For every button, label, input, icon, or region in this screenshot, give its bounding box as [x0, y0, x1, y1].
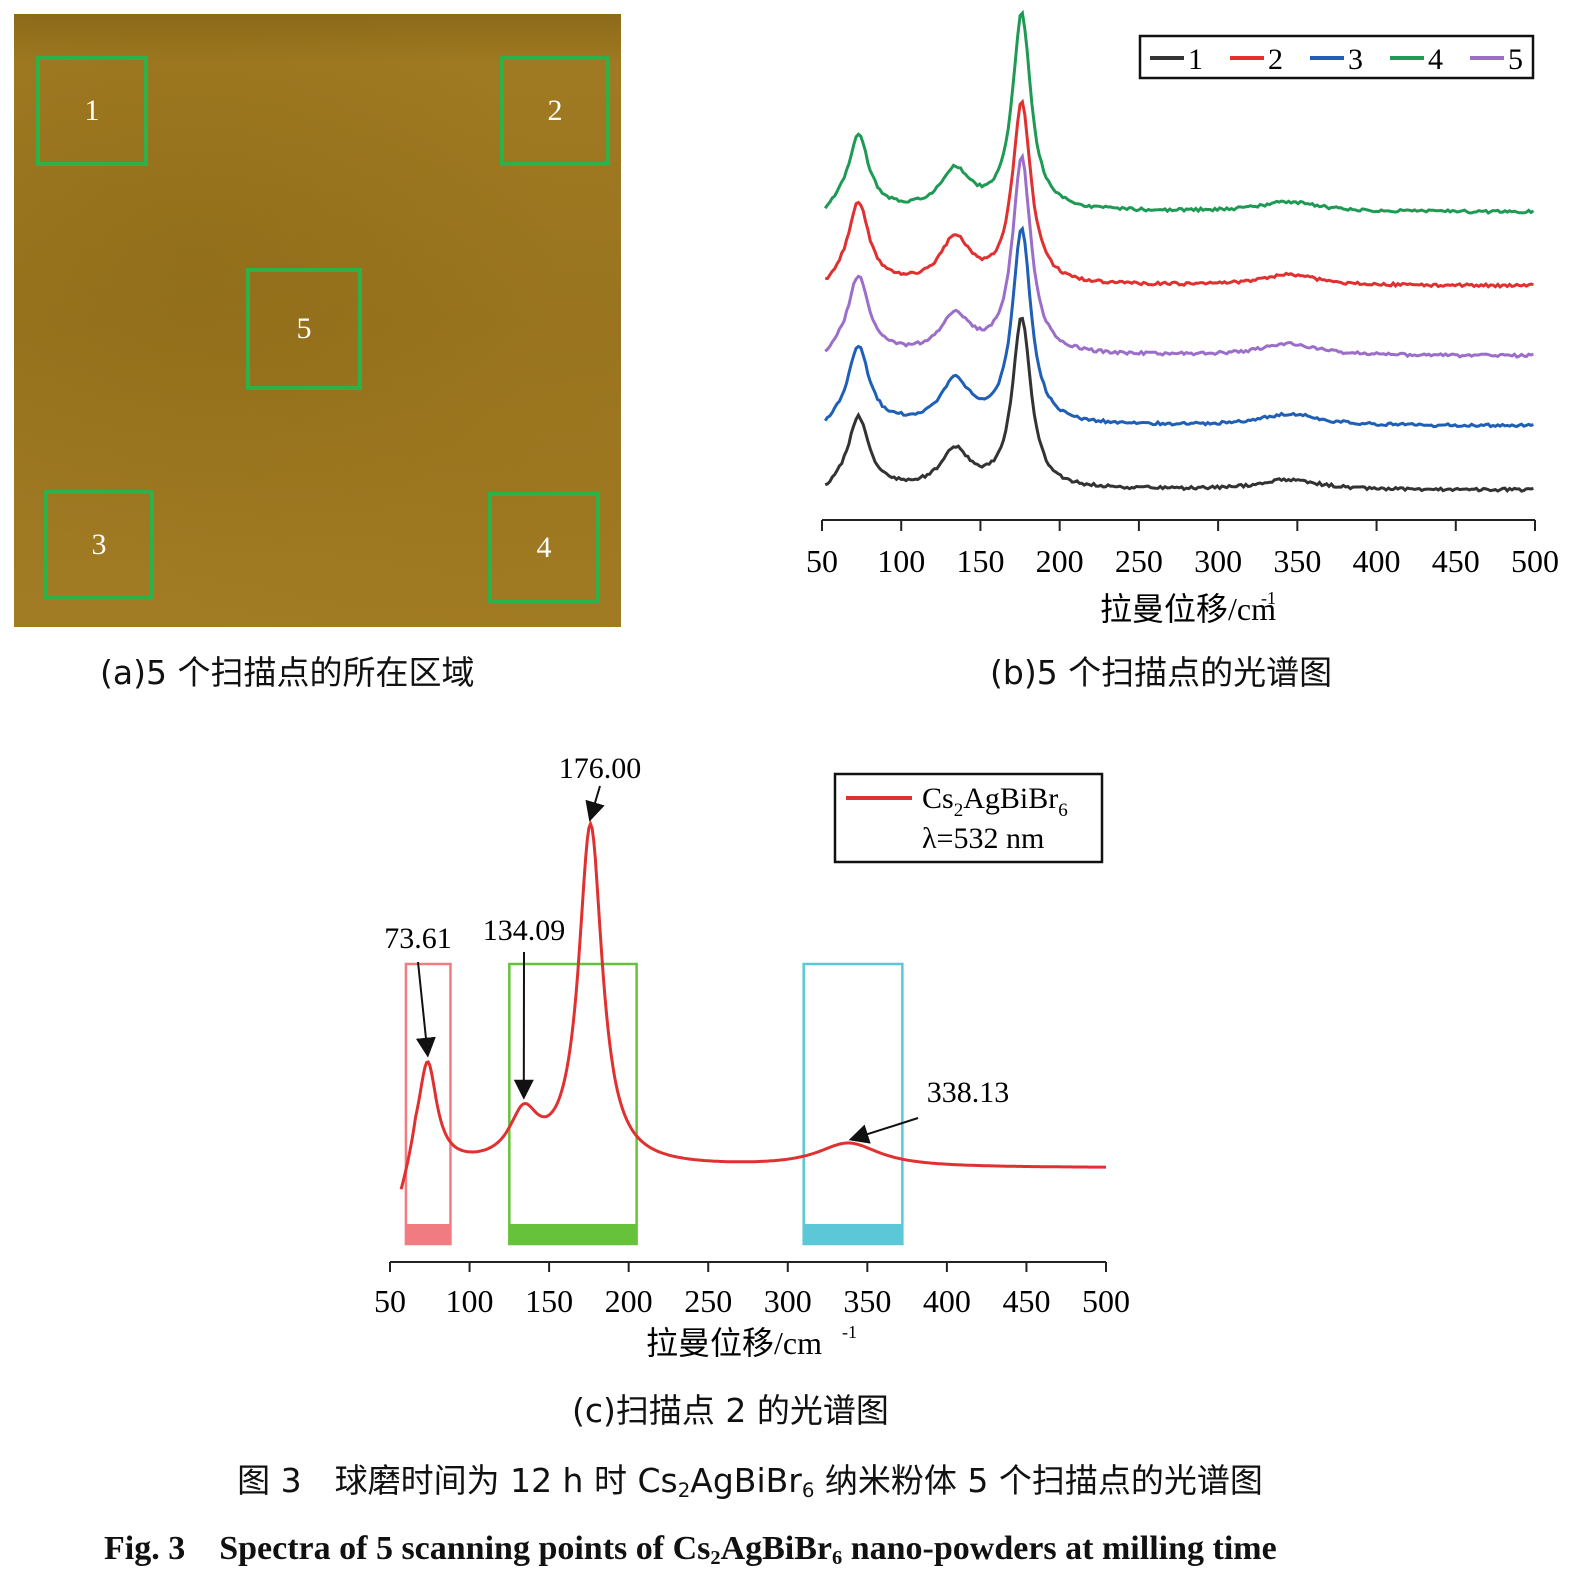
- chart-c-tick-label: 500: [1082, 1283, 1130, 1319]
- chart-c-tick-label: 200: [605, 1283, 653, 1319]
- scan-box-2: 2: [500, 56, 610, 166]
- scan-box-label: 3: [91, 528, 107, 561]
- chart-b-legend-label: 2: [1268, 43, 1283, 76]
- chart-c-peak-arrow: [585, 785, 605, 822]
- chart-b-series-3: [823, 225, 1534, 429]
- chart-b-tick-label: 300: [1194, 543, 1242, 579]
- chart-c-tick-label: 250: [684, 1283, 732, 1319]
- chart-b-legend-label: 1: [1188, 43, 1203, 76]
- figure-title-cn: 图 3 球磨时间为 12 h 时 Cs2AgBiBr6 纳米粉体 5 个扫描点的…: [237, 1461, 1263, 1502]
- chart-c-peak-label: 134.09: [483, 914, 566, 947]
- chart-c-peak-label: 176.00: [559, 752, 642, 785]
- caption-b: (b)5 个扫描点的光谱图: [990, 653, 1333, 692]
- scan-box-4: 4: [488, 492, 600, 604]
- chart-c-highlight-box: [802, 962, 904, 1246]
- scan-box-label: 1: [84, 94, 100, 127]
- chart-c-ticks: 50 100 150 200 250 300 350 400 450 500: [374, 1262, 1130, 1319]
- chart-c-peak-label: 338.13: [927, 1076, 1010, 1109]
- caption-c: (c)扫描点 2 的光谱图: [572, 1391, 889, 1430]
- scan-box-label: 5: [296, 312, 312, 345]
- chart-b-tick-label: 50: [806, 543, 838, 579]
- chart-b-series-5: [824, 152, 1534, 359]
- chart-b-tick-label: 100: [877, 543, 925, 579]
- spectra-chart-b: 50 100 150 200 250 300 350 400 450 500 拉曼位移/cm -1…: [806, 9, 1559, 627]
- chart-c-peak-arrow: [415, 961, 436, 1058]
- figure-title-en: Fig. 3 Spectra of 5 scanning points of C…: [104, 1530, 1277, 1570]
- scan-box-1: 1: [36, 56, 148, 166]
- scan-box-label: 4: [536, 531, 552, 564]
- chart-b-tick-label: 450: [1432, 543, 1480, 579]
- scan-box-5: 5: [246, 268, 362, 390]
- chart-c-tick-label: 50: [374, 1283, 406, 1319]
- chart-b-xlabel: 拉曼位移/cm: [1100, 591, 1276, 627]
- chart-b-legend-label: 4: [1428, 43, 1443, 76]
- chart-b-tick-label: 250: [1115, 543, 1163, 579]
- scan-box-3: 3: [44, 490, 154, 600]
- chart-b-ticks: 50 100 150 200 250 300 350 400 450 500: [806, 520, 1559, 579]
- chart-c-xlabel: 拉曼位移/cm: [646, 1325, 822, 1361]
- micrograph-panel: 1 2 3 4 5: [14, 14, 621, 627]
- chart-c-tick-label: 450: [1002, 1283, 1050, 1319]
- chart-c-highlight-bar: [509, 1224, 637, 1244]
- chart-b-series-4: [823, 9, 1535, 215]
- caption-a: (a)5 个扫描点的所在区域: [100, 653, 475, 692]
- chart-b-tick-label: 350: [1273, 543, 1321, 579]
- chart-c-tick-label: 350: [843, 1283, 891, 1319]
- chart-c-legend-box: [833, 772, 1104, 864]
- scan-box-label: 2: [547, 94, 563, 127]
- chart-c-highlight-bar: [405, 1224, 451, 1244]
- chart-b-legend: 1 2 3 4 5: [1138, 34, 1535, 80]
- chart-b-legend-label: 3: [1348, 43, 1363, 76]
- chart-c-highlight-bar: [803, 1224, 903, 1244]
- chart-b-series-1: [824, 316, 1534, 493]
- chart-c-tick-label: 400: [923, 1283, 971, 1319]
- chart-b-xlabel-sup: -1: [1261, 588, 1276, 608]
- chart-c-annotations: 73.61 134.09 176.00 338.13: [384, 752, 1010, 1144]
- chart-c-highlight-bands: [404, 962, 904, 1246]
- chart-b-series-2: [825, 98, 1534, 289]
- chart-b-tick-label: 150: [956, 543, 1004, 579]
- chart-c-legend: Cs2AgBiBr6 λ=532 nm: [833, 772, 1104, 864]
- chart-b-tick-label: 400: [1353, 543, 1401, 579]
- chart-c-peak-arrow: [848, 1117, 919, 1144]
- chart-c-tick-label: 100: [446, 1283, 494, 1319]
- chart-b-series-group: [823, 9, 1535, 493]
- chart-c-legend-wavelength: λ=532 nm: [922, 822, 1044, 855]
- chart-c-peak-label: 73.61: [384, 922, 452, 955]
- chart-c-xlabel-sup: -1: [842, 1322, 857, 1342]
- chart-c-tick-label: 150: [525, 1283, 573, 1319]
- chart-b-tick-label: 500: [1511, 543, 1559, 579]
- chart-b-tick-label: 200: [1036, 543, 1084, 579]
- chart-c-series-line: [399, 819, 1107, 1190]
- chart-c-legend-label: Cs2AgBiBr6: [922, 782, 1068, 821]
- spectrum-chart-c: 50 100 150 200 250 300 350 400 450 500 拉曼位移/cm -1…: [374, 752, 1130, 1361]
- chart-b-legend-label: 5: [1508, 43, 1523, 76]
- chart-c-tick-label: 300: [764, 1283, 812, 1319]
- chart-c-highlight-box: [404, 962, 452, 1246]
